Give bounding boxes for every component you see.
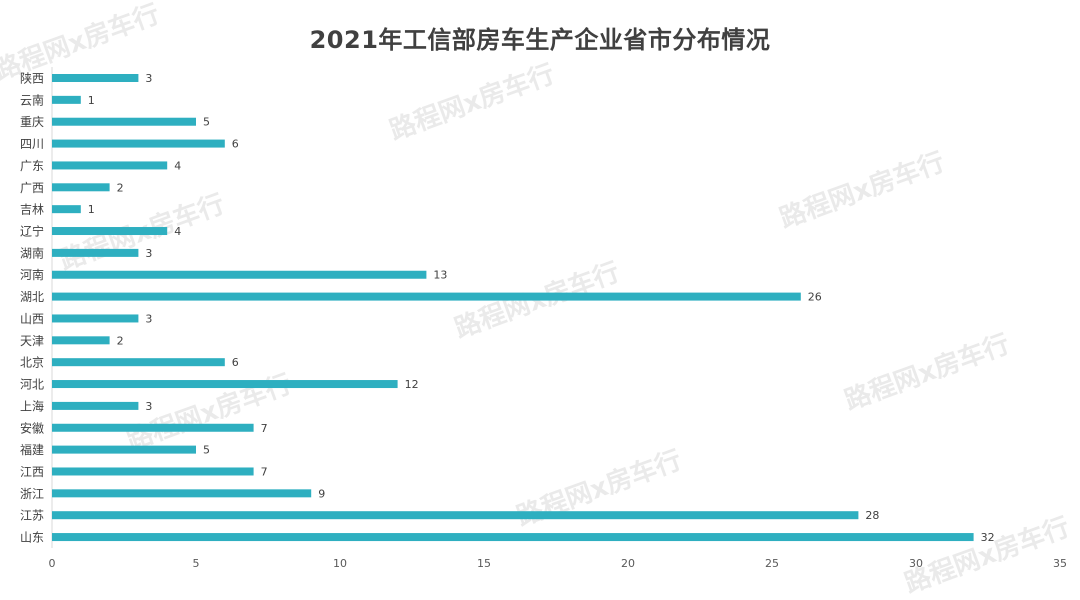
category-label: 陕西 bbox=[20, 71, 44, 86]
x-tick-label: 30 bbox=[909, 557, 923, 570]
data-label: 1 bbox=[88, 203, 95, 216]
category-label: 浙江 bbox=[20, 487, 44, 501]
category-label: 湖南 bbox=[20, 245, 44, 260]
category-label: 福建 bbox=[20, 442, 44, 457]
bar bbox=[52, 292, 801, 301]
bar bbox=[52, 401, 139, 410]
bar bbox=[52, 489, 312, 498]
data-label: 26 bbox=[808, 291, 822, 304]
category-label: 河北 bbox=[20, 378, 44, 392]
x-tick-label: 0 bbox=[49, 557, 56, 570]
data-label: 3 bbox=[145, 400, 152, 413]
bar bbox=[52, 139, 225, 148]
bar bbox=[52, 227, 168, 236]
bar bbox=[52, 205, 81, 214]
x-tick-label: 25 bbox=[765, 557, 779, 570]
bar bbox=[52, 533, 974, 542]
category-label: 云南 bbox=[20, 92, 44, 107]
category-label: 山西 bbox=[20, 312, 44, 326]
data-label: 3 bbox=[145, 312, 152, 325]
bar bbox=[52, 511, 859, 520]
category-label: 吉林 bbox=[20, 203, 44, 217]
category-label: 北京 bbox=[20, 356, 44, 370]
category-label: 江苏 bbox=[20, 509, 44, 523]
bar bbox=[52, 467, 254, 476]
bar bbox=[52, 445, 196, 454]
bar bbox=[52, 358, 225, 367]
data-label: 3 bbox=[145, 72, 152, 85]
category-label: 河南 bbox=[20, 267, 44, 282]
category-label: 湖北 bbox=[20, 289, 44, 304]
x-tick-label: 15 bbox=[477, 557, 491, 570]
x-tick-label: 35 bbox=[1053, 557, 1067, 570]
bar bbox=[52, 161, 168, 170]
category-label: 江西 bbox=[20, 465, 44, 479]
category-label: 山东 bbox=[20, 531, 44, 545]
category-label: 重庆 bbox=[20, 115, 44, 129]
data-label: 4 bbox=[174, 225, 181, 238]
data-label: 1 bbox=[88, 94, 95, 107]
data-label: 7 bbox=[261, 422, 268, 435]
data-label: 2 bbox=[117, 181, 124, 194]
data-label: 12 bbox=[405, 378, 419, 391]
bar bbox=[52, 248, 139, 257]
data-label: 13 bbox=[433, 269, 447, 282]
data-label: 28 bbox=[865, 509, 879, 522]
bar bbox=[52, 380, 398, 389]
bar bbox=[52, 183, 110, 192]
category-label: 上海 bbox=[20, 398, 44, 413]
data-label: 32 bbox=[981, 531, 995, 544]
chart-title: 2021年工信部房车生产企业省市分布情况 bbox=[309, 26, 771, 54]
category-label: 天津 bbox=[20, 334, 44, 348]
bar bbox=[52, 270, 427, 279]
bar bbox=[52, 336, 110, 345]
category-label: 辽宁 bbox=[20, 224, 44, 239]
data-label: 5 bbox=[203, 116, 210, 129]
data-label: 7 bbox=[261, 465, 268, 478]
data-label: 9 bbox=[318, 487, 325, 500]
category-label: 广西 bbox=[20, 181, 44, 195]
data-label: 2 bbox=[117, 334, 124, 347]
category-label: 四川 bbox=[20, 137, 44, 151]
x-tick-label: 5 bbox=[193, 557, 200, 570]
data-label: 5 bbox=[203, 444, 210, 457]
data-label: 6 bbox=[232, 356, 239, 369]
bar bbox=[52, 314, 139, 323]
data-label: 6 bbox=[232, 138, 239, 151]
data-label: 3 bbox=[145, 247, 152, 260]
data-label: 4 bbox=[174, 159, 181, 172]
bar bbox=[52, 117, 196, 126]
category-label: 广东 bbox=[20, 159, 44, 173]
x-tick-label: 10 bbox=[333, 557, 347, 570]
bar bbox=[52, 74, 139, 82]
x-tick-label: 20 bbox=[621, 557, 635, 570]
category-label: 安徽 bbox=[20, 420, 44, 435]
bar bbox=[52, 95, 81, 104]
bar bbox=[52, 423, 254, 432]
